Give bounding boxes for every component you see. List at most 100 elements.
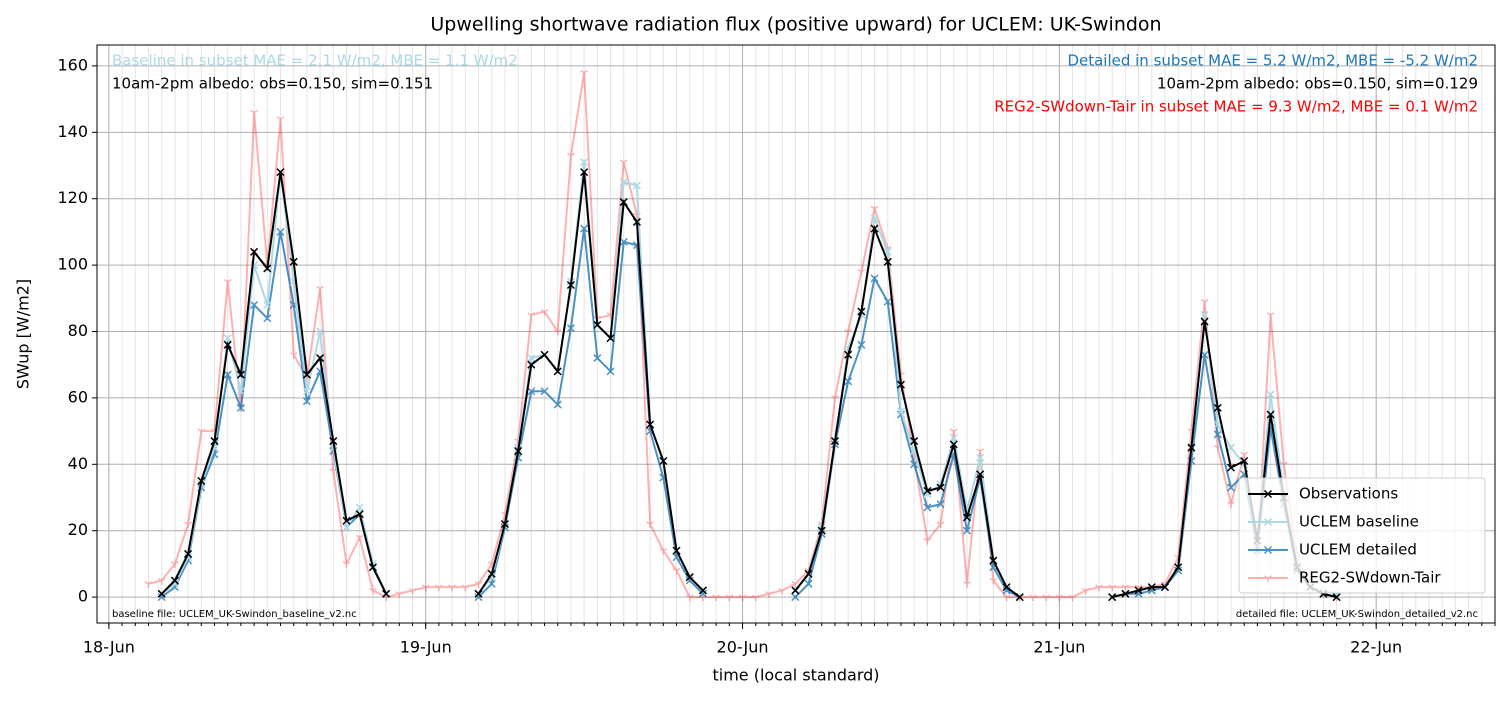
data-marker xyxy=(857,307,866,316)
data-marker xyxy=(896,407,905,416)
data-marker xyxy=(910,437,919,446)
data-marker xyxy=(844,377,853,386)
data-marker xyxy=(619,178,628,187)
data-marker xyxy=(1187,443,1196,452)
data-marker xyxy=(883,297,892,306)
data-marker xyxy=(368,563,377,572)
data-marker xyxy=(369,587,377,595)
data-marker xyxy=(170,576,179,585)
footnote: baseline file: UCLEM_UK-Swindon_baseline… xyxy=(112,609,357,620)
data-marker xyxy=(342,516,351,525)
data-marker xyxy=(923,538,932,545)
data-marker xyxy=(725,594,734,602)
data-marker xyxy=(593,354,602,363)
data-marker xyxy=(936,521,945,529)
data-marker xyxy=(593,320,602,329)
data-marker xyxy=(989,577,998,585)
data-marker xyxy=(923,490,932,499)
data-marker xyxy=(289,352,298,359)
y-tick-label: 140 xyxy=(57,122,88,141)
plot-frame xyxy=(96,44,1496,624)
data-marker xyxy=(923,486,932,495)
chart-title: Upwelling shortwave radiation flux (posi… xyxy=(430,14,1161,36)
data-marker xyxy=(646,521,655,529)
data-marker xyxy=(395,591,404,598)
data-marker xyxy=(461,584,470,592)
data-marker xyxy=(1200,317,1209,326)
legend-marker xyxy=(1263,545,1273,555)
data-marker xyxy=(1108,584,1117,592)
data-marker xyxy=(408,587,417,595)
data-marker xyxy=(355,510,364,519)
annotation: 10am-2pm albedo: obs=0.150, sim=0.151 xyxy=(112,75,433,93)
data-marker xyxy=(474,581,483,588)
data-marker xyxy=(276,227,285,236)
data-marker xyxy=(1147,583,1156,592)
data-marker xyxy=(263,300,272,309)
data-marker xyxy=(646,420,655,429)
series xyxy=(157,224,1341,602)
data-marker xyxy=(527,312,536,319)
data-marker xyxy=(1213,430,1222,439)
data-marker xyxy=(435,584,443,592)
data-marker xyxy=(1015,593,1024,602)
data-marker xyxy=(236,403,245,412)
data-marker xyxy=(870,274,879,283)
data-marker xyxy=(712,594,721,602)
data-marker xyxy=(1226,483,1236,492)
data-marker xyxy=(540,387,549,396)
data-marker xyxy=(976,470,985,479)
data-marker xyxy=(316,285,324,293)
data-marker xyxy=(936,500,945,509)
data-marker xyxy=(580,158,589,167)
data-marker xyxy=(276,168,285,177)
annotation: 10am-2pm albedo: obs=0.150, sim=0.129 xyxy=(1157,75,1478,93)
data-marker xyxy=(302,397,311,406)
data-marker xyxy=(698,586,707,595)
data-marker xyxy=(210,437,219,446)
data-marker xyxy=(302,387,311,396)
legend-entry xyxy=(1248,575,1288,582)
x-tick-label: 22-Jun xyxy=(1350,638,1402,657)
data-marker xyxy=(619,198,628,207)
data-marker xyxy=(316,327,325,336)
data-marker xyxy=(184,549,193,558)
series xyxy=(157,168,1341,602)
data-marker xyxy=(487,569,496,578)
data-marker xyxy=(514,446,523,456)
data-line xyxy=(148,72,1337,599)
data-marker xyxy=(1029,594,1037,602)
data-marker xyxy=(355,534,364,542)
data-marker xyxy=(448,584,456,592)
x-tick-label: 19-Jun xyxy=(400,638,452,657)
data-marker xyxy=(1240,456,1249,466)
data-marker xyxy=(765,591,773,598)
data-marker xyxy=(870,206,879,213)
data-marker xyxy=(540,308,549,316)
data-marker xyxy=(263,314,272,323)
legend-label: Observations xyxy=(1299,485,1398,503)
data-marker xyxy=(936,483,945,492)
data-marker xyxy=(659,547,668,555)
legend-label: UCLEM detailed xyxy=(1299,541,1417,559)
data-marker xyxy=(949,428,958,436)
data-marker xyxy=(1174,563,1183,572)
data-marker xyxy=(342,561,351,568)
legend-marker xyxy=(1264,575,1272,582)
data-marker xyxy=(831,395,839,402)
data-marker xyxy=(857,269,866,276)
data-marker xyxy=(989,556,998,565)
data-line xyxy=(161,162,1337,599)
data-marker xyxy=(751,594,760,602)
data-marker xyxy=(1042,594,1051,602)
data-marker xyxy=(487,573,496,582)
data-marker xyxy=(962,513,971,522)
data-marker xyxy=(250,109,258,117)
data-marker xyxy=(1121,589,1130,598)
data-marker xyxy=(223,279,232,286)
legend-entry xyxy=(1248,517,1288,527)
data-marker xyxy=(883,257,892,266)
data-marker xyxy=(1332,593,1341,602)
data-marker xyxy=(804,569,813,578)
legend-entry xyxy=(1248,489,1288,499)
